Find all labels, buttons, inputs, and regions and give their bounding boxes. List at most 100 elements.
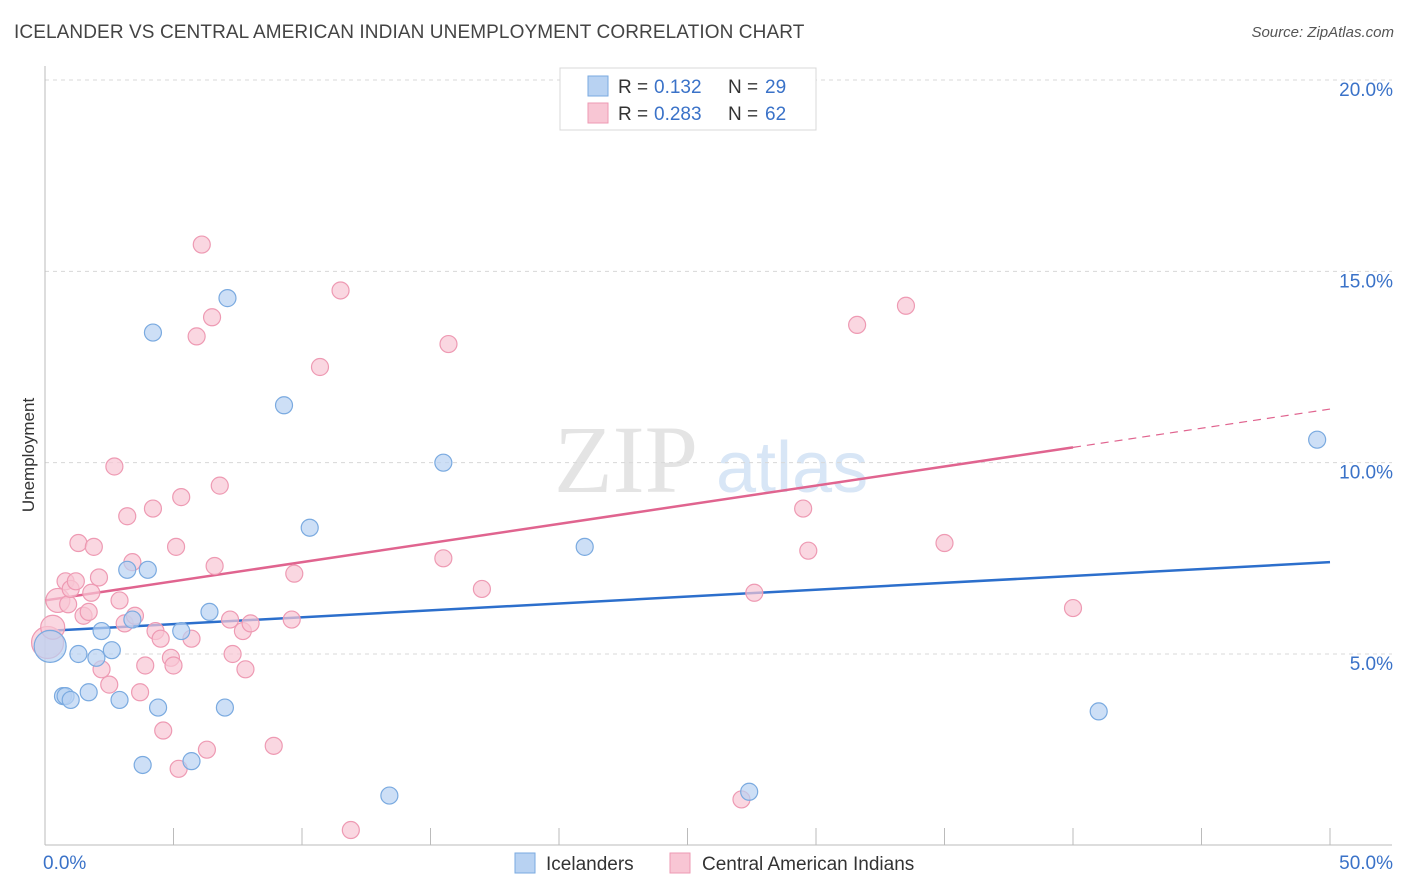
central-american-indian-point bbox=[439, 334, 458, 354]
central-american-indian-point bbox=[202, 308, 222, 327]
icelander-point bbox=[200, 602, 219, 622]
legend-central-american-indians-swatch bbox=[669, 852, 691, 874]
central-american-indian-point bbox=[341, 820, 360, 840]
icelander-point bbox=[1089, 702, 1108, 721]
watermark-atlas: atlas bbox=[716, 428, 868, 508]
central-american-indian-point bbox=[236, 660, 255, 679]
y-tick-label: 5.0% bbox=[1350, 654, 1393, 675]
icelander-point bbox=[172, 621, 191, 641]
icelander-point bbox=[434, 453, 453, 472]
legend-r-value-2: 0.283 bbox=[654, 104, 702, 125]
icelander-point bbox=[380, 786, 399, 805]
icelander-point bbox=[218, 289, 237, 308]
central-american-indian-point bbox=[745, 583, 764, 602]
icelander-point bbox=[61, 690, 80, 710]
x-tick-label: 50.0% bbox=[1339, 853, 1393, 874]
central-american-indian-point bbox=[434, 549, 453, 568]
central-american-indian-point bbox=[896, 296, 916, 315]
icelander-point bbox=[300, 518, 319, 537]
icelander-point bbox=[87, 648, 106, 667]
central-american-indian-point bbox=[66, 572, 85, 591]
trend-line-extension-pink bbox=[1072, 408, 1331, 448]
y-tick-label: 10.0% bbox=[1339, 463, 1393, 484]
icelander-point bbox=[102, 641, 121, 660]
legend-n-value-1: 29 bbox=[765, 77, 786, 98]
y-axis-label: Unemployment bbox=[19, 398, 38, 513]
central-american-indian-point bbox=[187, 327, 206, 346]
central-american-indian-point bbox=[223, 644, 242, 664]
central-american-indian-point bbox=[105, 457, 124, 476]
legend-n-value-2: 62 bbox=[765, 104, 786, 125]
central-american-indian-point bbox=[136, 656, 155, 675]
icelander-point bbox=[740, 782, 759, 801]
central-american-indian-point bbox=[331, 281, 350, 300]
central-american-indian-point bbox=[89, 568, 109, 587]
legend-icelanders-swatch bbox=[514, 852, 536, 874]
icelander-point bbox=[118, 560, 137, 579]
legend-swatch-pink bbox=[587, 102, 609, 124]
central-american-indian-point bbox=[110, 591, 129, 610]
legend-r-value-1: 0.132 bbox=[654, 77, 702, 98]
central-american-indian-point bbox=[1063, 598, 1083, 618]
trend-line-blue bbox=[44, 560, 1331, 633]
central-american-indian-point bbox=[241, 614, 260, 633]
y-tick-label: 15.0% bbox=[1339, 271, 1393, 292]
central-american-indian-point bbox=[205, 556, 224, 576]
icelander-point bbox=[123, 610, 142, 629]
icelander-point bbox=[143, 323, 163, 342]
central-american-indian-point bbox=[79, 602, 98, 622]
central-american-indian-point bbox=[285, 564, 304, 583]
legend-central-american-indians-label: Central American Indians bbox=[702, 854, 914, 875]
icelander-point bbox=[110, 690, 129, 710]
legend-r-label-2: R = bbox=[618, 104, 648, 125]
icelander-point bbox=[133, 755, 152, 775]
central-american-indian-point bbox=[59, 595, 78, 614]
central-american-indian-point bbox=[935, 533, 954, 553]
icelander-point bbox=[69, 644, 88, 664]
icelander-point bbox=[274, 396, 294, 415]
series-legend: Icelanders Central American Indians bbox=[514, 852, 914, 875]
axes bbox=[44, 66, 1392, 846]
central-american-indian-point bbox=[794, 499, 813, 518]
icelander-point bbox=[79, 683, 98, 702]
legend-swatch-blue bbox=[587, 75, 609, 97]
central-american-indian-point bbox=[172, 488, 191, 507]
central-american-indian-point bbox=[472, 579, 491, 599]
icelander-point bbox=[215, 698, 234, 717]
central-american-indian-point bbox=[69, 533, 88, 553]
central-american-indian-point bbox=[264, 736, 283, 755]
central-american-indian-point bbox=[143, 499, 163, 518]
central-american-indian-point bbox=[197, 740, 217, 759]
central-american-indian-point bbox=[151, 629, 170, 648]
icelander-point bbox=[575, 537, 594, 556]
central-american-indian-point bbox=[164, 656, 183, 675]
central-american-indian-point bbox=[154, 721, 173, 740]
icelander-point bbox=[138, 560, 157, 579]
central-american-indian-point bbox=[848, 315, 867, 335]
central-american-indian-point bbox=[166, 537, 186, 556]
icelander-point bbox=[92, 621, 111, 641]
central-american-indian-point bbox=[82, 583, 101, 602]
icelander-point bbox=[148, 698, 168, 717]
x-tick-label: 0.0% bbox=[43, 853, 86, 874]
correlation-legend: R = 0.132 N = 29 R = 0.283 N = 62 bbox=[559, 67, 817, 131]
y-tick-label: 20.0% bbox=[1339, 80, 1393, 101]
central-american-indian-point bbox=[282, 610, 301, 629]
legend-n-label-1: N = bbox=[728, 77, 758, 98]
icelander-point bbox=[182, 752, 201, 771]
legend-n-label-2: N = bbox=[728, 104, 758, 125]
icelander-point bbox=[1308, 430, 1327, 449]
data-points bbox=[30, 70, 1327, 840]
central-american-indian-point bbox=[84, 537, 103, 556]
grid-lines bbox=[45, 79, 1392, 655]
legend-icelanders-label: Icelanders bbox=[546, 854, 634, 875]
central-american-indian-point bbox=[130, 683, 150, 702]
watermark-zip: ZIP bbox=[554, 406, 698, 513]
central-american-indian-point bbox=[100, 675, 119, 694]
central-american-indian-point bbox=[192, 235, 211, 254]
icelander-point bbox=[33, 629, 67, 663]
source-label: Source: ZipAtlas.com bbox=[1251, 24, 1394, 41]
central-american-indian-point bbox=[210, 476, 229, 495]
central-american-indian-point bbox=[118, 507, 137, 526]
